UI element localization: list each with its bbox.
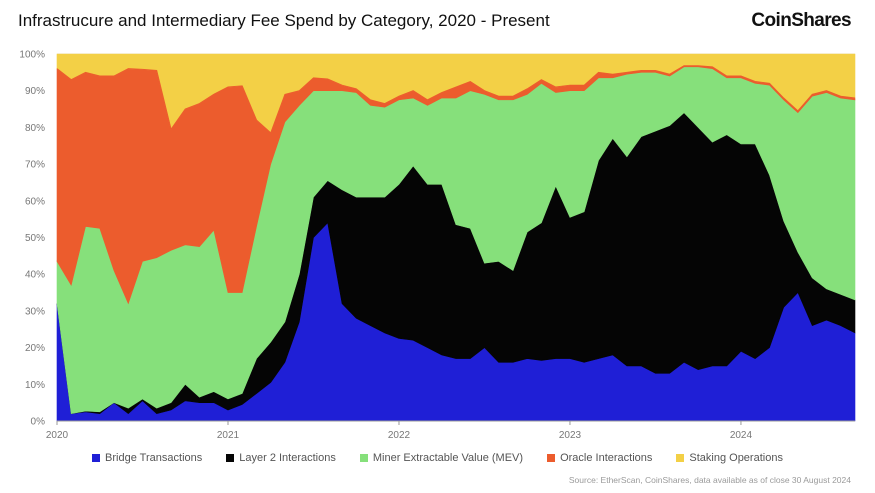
y-tick-label: 40% [25,270,45,281]
y-tick-label: 30% [25,306,45,317]
x-axis-ticks: 2020 2021 2022 2023 2024 [46,420,855,441]
oracle-top-edge [56,65,856,134]
y-tick-label: 100% [19,50,45,61]
legend-label: Miner Extractable Value (MEV) [372,452,524,464]
legend-label: Layer 2 Interactions [239,452,336,464]
y-tick-label: 10% [25,380,45,391]
x-tick-label: 2024 [730,430,753,441]
y-axis-ticks: 0% 10% 20% 30% 40% 50% 60% 70% 80% 90% 100% [19,50,45,428]
y-tick-label: 0% [31,417,46,428]
legend-item: Staking Operations [676,452,783,464]
legend-swatch [676,454,685,462]
x-tick-label: 2021 [217,430,240,441]
y-tick-label: 90% [25,86,45,97]
x-tick-label: 2020 [46,430,69,441]
area-series [56,53,856,422]
legend-label: Oracle Interactions [560,452,653,464]
legend-label: Staking Operations [689,452,783,464]
y-tick-label: 20% [25,343,45,354]
legend-label: Bridge Transactions [105,452,203,464]
legend-item: Layer 2 Interactions [226,452,336,464]
legend-item: Bridge Transactions [92,452,202,464]
legend-swatch [547,454,556,462]
chart-legend: Bridge Transactions Layer 2 Interactions M… [0,452,875,464]
y-tick-label: 50% [25,233,45,244]
legend-item: Oracle Interactions [547,452,652,464]
legend-swatch [92,454,101,462]
source-note: Source: EtherScan, CoinShares, data avai… [568,475,851,485]
x-tick-label: 2022 [388,430,411,441]
y-tick-label: 60% [25,196,45,207]
x-tick-label: 2023 [559,430,582,441]
y-tick-label: 80% [25,123,45,134]
y-tick-label: 70% [25,160,45,171]
legend-swatch [226,454,235,462]
coinshares-logo: CoinShares [751,10,851,31]
legend-item: Miner Extractable Value (MEV) [359,452,524,464]
series-lines [56,65,856,134]
chart-title: Infrastrucure and Intermediary Fee Spend… [18,11,550,30]
legend-swatch [359,454,368,462]
